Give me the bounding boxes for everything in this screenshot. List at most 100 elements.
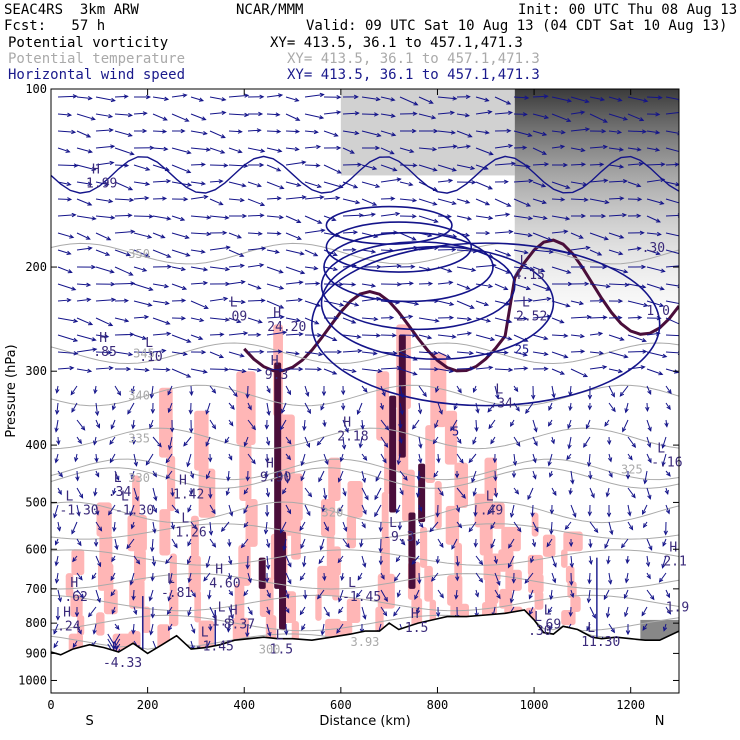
wind-vector-head	[487, 185, 493, 190]
pv-shading-patch	[194, 410, 209, 471]
wind-vector-head	[286, 390, 292, 396]
wind-vector	[475, 147, 493, 155]
pv-shading-patch	[381, 491, 389, 539]
wind-vector-head	[474, 592, 480, 598]
wind-vector-head	[150, 613, 155, 619]
wind-vector	[95, 198, 113, 203]
wind-vector-head	[339, 302, 345, 307]
pv-extremum-letter: L	[114, 471, 122, 486]
pv-extremum-value: .69	[538, 618, 561, 633]
wind-vector-head	[447, 268, 453, 273]
wind-vector-head	[627, 511, 632, 517]
wind-vector	[266, 402, 270, 415]
wind-vector	[361, 334, 380, 337]
wind-vector-head	[392, 350, 398, 356]
wind-vector-head	[219, 332, 225, 337]
wind-vector-head	[206, 215, 212, 220]
wind-vector	[228, 606, 234, 619]
wind-vector	[451, 538, 458, 550]
wind-vector-head	[224, 367, 230, 372]
wind-vector	[244, 436, 249, 447]
wind-vector	[531, 504, 534, 517]
wind-vector-head	[115, 625, 120, 631]
wind-vector	[303, 555, 306, 567]
wind-vector-head	[186, 462, 191, 468]
wind-vector-head	[384, 425, 390, 431]
wind-vector-head	[483, 301, 490, 307]
wind-vector	[285, 281, 303, 285]
wind-vector-head	[680, 264, 684, 267]
wind-vector-head	[457, 388, 462, 394]
pv-extremum-letter: L	[230, 295, 238, 310]
wind-vector-head	[393, 230, 399, 235]
wind-vector	[608, 266, 628, 273]
wind-vector	[152, 487, 157, 501]
wind-vector-head	[300, 461, 305, 467]
theta-contour	[51, 573, 679, 590]
wind-vector	[341, 572, 344, 580]
wind-vector-head	[208, 626, 213, 632]
pv-extremum-letter: L	[145, 336, 153, 351]
wind-vector	[508, 538, 515, 549]
wind-vector	[323, 232, 340, 237]
wind-vector	[132, 623, 135, 634]
wind-vector-head	[218, 201, 224, 206]
wind-vector-head	[294, 146, 300, 152]
wind-vector	[361, 368, 382, 372]
wind-vector-head	[145, 460, 151, 466]
wind-vector-head	[127, 213, 133, 218]
wind-vector-head	[373, 316, 379, 322]
pv-extremum-value: .49	[480, 503, 503, 518]
wind-vector-head	[207, 594, 212, 600]
wind-vector	[608, 197, 624, 200]
wind-vector-head	[279, 367, 285, 373]
wind-vector-head	[507, 336, 513, 341]
wind-vector-head	[133, 609, 138, 616]
pv-extremum-value: .09	[224, 309, 247, 324]
wind-vector-head	[77, 629, 82, 635]
wind-vector	[171, 299, 186, 302]
wind-vector-head	[147, 302, 153, 307]
wind-vector-head	[57, 490, 62, 496]
wind-vector-head	[516, 441, 521, 447]
wind-vector	[569, 402, 572, 411]
wind-vector	[513, 232, 532, 237]
wind-vector-head	[540, 268, 546, 273]
wind-vector	[152, 215, 171, 220]
wind-vector	[418, 436, 422, 448]
wind-vector-head	[487, 110, 493, 115]
pv-extremum-value: .10	[139, 350, 162, 365]
field-legend-wind: Horizontal wind speed	[8, 67, 186, 83]
wind-vector-head	[203, 267, 209, 272]
wind-vector	[71, 521, 78, 534]
wind-vector-head	[166, 609, 172, 615]
wind-vector	[203, 572, 211, 582]
wind-vector	[323, 606, 330, 617]
wind-vector-head	[78, 575, 83, 581]
wind-vector-head	[490, 543, 495, 549]
wind-vector-head	[439, 491, 444, 497]
pv-shading-patch	[377, 573, 395, 609]
wind-vector	[209, 147, 225, 154]
wind-vector-head	[55, 409, 60, 415]
wind-vector-head	[659, 200, 665, 205]
wind-vector-head	[647, 494, 652, 500]
wind-vector	[95, 521, 102, 531]
wind-vector	[513, 521, 522, 532]
y-axis-title: Pressure (hPa)	[4, 344, 19, 437]
wind-vector-head	[222, 230, 228, 235]
wind-vector-head	[488, 215, 494, 221]
wind-vector	[342, 214, 363, 217]
wind-vector	[624, 589, 629, 599]
wind-vector-head	[182, 93, 188, 98]
wind-vector-head	[488, 424, 493, 430]
wind-vector	[209, 111, 226, 115]
wind-vector	[171, 334, 191, 343]
wind-vector	[604, 419, 610, 427]
wind-vector	[190, 623, 195, 633]
wind-vector	[57, 299, 71, 302]
wind-vector-head	[551, 393, 556, 399]
wind-vector-head	[145, 253, 151, 258]
wind-vector-head	[338, 184, 344, 189]
wind-vector-head	[661, 443, 666, 449]
